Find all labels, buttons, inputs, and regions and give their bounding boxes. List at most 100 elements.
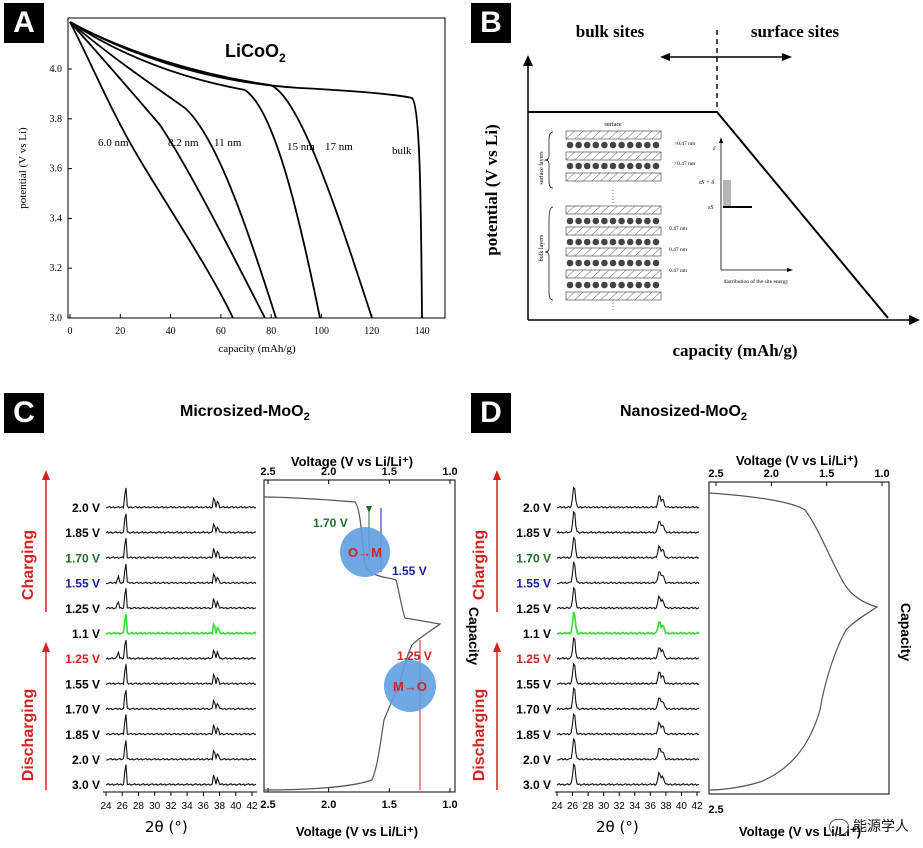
- panel-b-tag: B: [471, 3, 511, 43]
- lattice-ion-row: [566, 238, 660, 246]
- 2theta-tick-label: 36: [645, 801, 657, 812]
- xrd-voltage-label: 1.85 V: [65, 728, 100, 742]
- 2theta-tick-label: 24: [551, 801, 563, 812]
- panel-a-xlabel: capacity (mAh/g): [218, 343, 296, 355]
- annot-155: 1.55 V: [392, 564, 427, 578]
- xrd-voltage-label: 1.25 V: [516, 652, 551, 666]
- 2theta-tick-label: 30: [149, 801, 161, 812]
- xrd-trace: [556, 662, 700, 686]
- lattice-octahedra-row: [565, 247, 662, 257]
- xrd-trace: [556, 712, 700, 736]
- panel-c-bottom-axis-label: Voltage (V vs Li/Li⁺): [296, 824, 418, 839]
- d-charging-label: Charging: [471, 530, 488, 600]
- xrd-voltage-label: 1.25 V: [65, 602, 100, 616]
- panel-d: 2.0 V 1.85 V 1.70 V 1.55 V 1.25 V 1.1 V 1.25 V…: [471, 453, 914, 839]
- 2theta-tick-label: 28: [133, 801, 145, 812]
- panel-d-voltage-frame: [708, 481, 890, 795]
- bulk-sites-label: bulk sites: [576, 22, 645, 41]
- panel-c-bottom-ticks: 2.5 2.0 1.5 1.0: [260, 788, 458, 811]
- c-discharging-label: Discharging: [20, 689, 37, 781]
- xrd-trace: [556, 611, 700, 636]
- eps-sd-label: εS + δ: [699, 180, 714, 186]
- panel-c-top-ticks: 2.5 2.0 1.5 1.0: [260, 466, 458, 484]
- xrd-trace: [105, 487, 257, 509]
- 2theta-tick-label: 38: [660, 801, 672, 812]
- 2theta-tick-label: 36: [198, 801, 210, 812]
- xrd-trace: [106, 563, 257, 585]
- dist-label: distribution of the site energy: [724, 278, 789, 285]
- label-15nm: 15 nm: [287, 141, 315, 153]
- a-ytick-label: 3.8: [50, 114, 63, 125]
- panel-d-capacity-label: Capacity: [898, 603, 914, 662]
- xrd-voltage-label: 1.85 V: [516, 526, 551, 540]
- xrd-voltage-label: 1.85 V: [516, 728, 551, 742]
- spacing-5: 0.47 nm: [669, 268, 688, 274]
- voltage-tick-label: 1.5: [382, 799, 397, 811]
- a-xtick-label: 80: [266, 326, 276, 337]
- lattice-inset: surface surface layers bulk layers >0.47…: [538, 121, 793, 312]
- xrd-voltage-label: 1.55 V: [516, 677, 551, 691]
- xrd-voltage-label: 1.55 V: [65, 677, 100, 691]
- a-xtick-label: 0: [68, 326, 73, 337]
- panel-d-title: Nanosized-MoO2: [620, 403, 748, 424]
- panel-d-top-ticks: 2.5 2.0 1.5 1.0: [708, 468, 890, 486]
- circle-m-to-o-label: M→O: [393, 679, 427, 694]
- panel-b-schematic: bulk sites surface sites capacity (mAh/g…: [482, 22, 920, 360]
- 2theta-tick-label: 42: [246, 801, 258, 812]
- label-11nm: 11 nm: [214, 137, 242, 149]
- xrd-trace: [105, 639, 257, 660]
- inset-bulk-layers: bulk layers: [539, 234, 545, 261]
- lattice-ion-row: [566, 217, 660, 225]
- voltage-tick-label: 1.0: [874, 468, 889, 480]
- lattice-octahedra-row: [565, 205, 662, 215]
- voltage-tick-label: 2.5: [708, 468, 723, 480]
- c-charging-label: Charging: [20, 530, 37, 600]
- panel-a-x-ticks: 0 20 40 60 80 100 120 140: [68, 314, 430, 337]
- panel-d-xrd-stack: 2.0 V 1.85 V 1.70 V 1.55 V 1.25 V 1.1 V 1.25 V…: [516, 486, 700, 792]
- xrd-voltage-label: 2.0 V: [72, 501, 100, 515]
- lattice-rows: [565, 130, 662, 312]
- 2theta-tick-label: 28: [583, 801, 595, 812]
- voltage-tick-label: 1.0: [442, 799, 457, 811]
- a-xtick-label: 100: [314, 326, 329, 337]
- xrd-trace: [105, 538, 257, 560]
- panel-c-top-axis-label: Voltage (V vs Li/Li⁺): [291, 454, 413, 469]
- xrd-trace: [557, 561, 700, 585]
- xrd-voltage-label: 1.25 V: [65, 652, 100, 666]
- xrd-trace: [105, 664, 257, 686]
- annot-125: 1.25 V: [397, 649, 432, 663]
- a-xtick-label: 40: [166, 326, 176, 337]
- panel-c-voltage-curve: [263, 496, 442, 791]
- 2theta-tick-label: 42: [691, 801, 703, 812]
- a-xtick-label: 20: [115, 326, 125, 337]
- panel-a-chart: LiCoO2 0 20 40 60 80 100 120 140 3.03.23.43.63.…: [17, 17, 446, 355]
- spacing-3: 0.47 nm: [669, 226, 688, 232]
- panel-c-voltage-frame: [263, 479, 456, 793]
- curve-6nm: [69, 21, 234, 319]
- voltage-tick-label: 2.0: [321, 466, 336, 478]
- xrd-voltage-label: 1.1 V: [523, 627, 551, 641]
- a-xtick-label: 120: [364, 326, 379, 337]
- lattice-ion-row: [566, 162, 660, 170]
- panel-d-tag: D: [471, 393, 511, 433]
- label-17nm: 17 nm: [325, 141, 353, 153]
- panel-a-tag: A: [4, 3, 44, 43]
- xrd-voltage-label: 2.0 V: [523, 753, 551, 767]
- a-ytick-label: 3.6: [50, 164, 63, 175]
- xrd-voltage-label: 2.0 V: [72, 753, 100, 767]
- 2theta-tick-label: 40: [676, 801, 688, 812]
- curve-17nm: [69, 21, 373, 319]
- 2theta-tick-label: 38: [214, 801, 226, 812]
- panel-d-top-axis-label: Voltage (V vs Li/Li⁺): [736, 453, 858, 468]
- xrd-voltage-label: 3.0 V: [523, 778, 551, 792]
- panel-a-frame: [67, 17, 446, 319]
- panel-c-2theta-label: 2θ (°): [145, 818, 188, 836]
- xrd-trace: [105, 588, 257, 610]
- inset-surface-layers: surface layers: [538, 151, 545, 185]
- 2theta-tick-label: 26: [117, 801, 129, 812]
- watermark: 能源学人: [829, 816, 909, 836]
- xrd-voltage-label: 1.25 V: [516, 602, 551, 616]
- label-8p2nm: 8.2 nm: [168, 137, 199, 149]
- a-xtick-label: 60: [216, 326, 226, 337]
